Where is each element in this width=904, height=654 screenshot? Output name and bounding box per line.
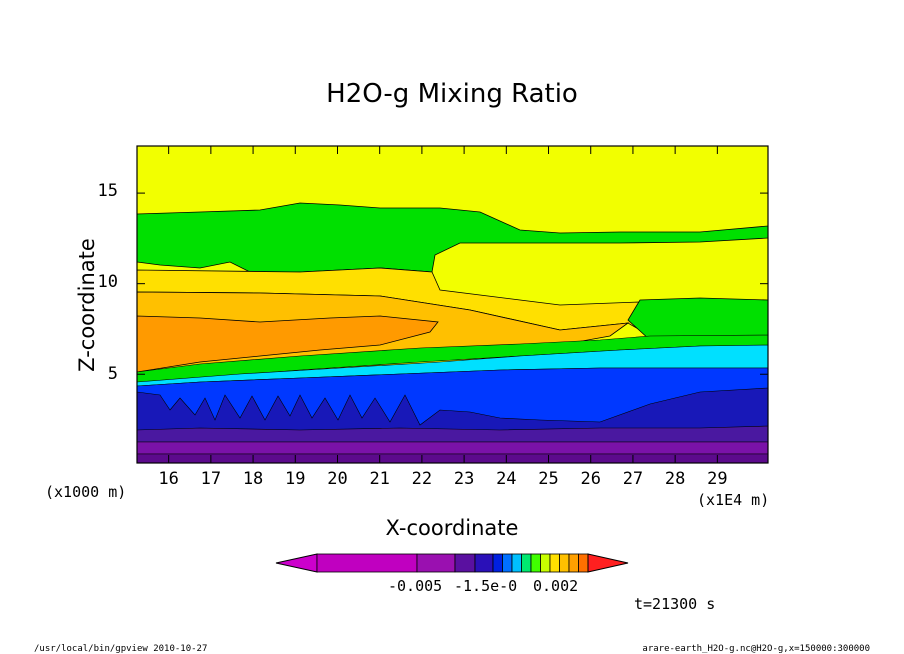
footer-left: /usr/local/bin/gpview 2010-10-27 [34,644,207,654]
x-tick-label-28: 28 [665,469,685,489]
band-orange-dark [137,315,439,373]
colorbar-swatch-10 [540,553,551,573]
band-green-upper [137,202,768,273]
x-unit-right: (x1E4 m) [697,491,769,509]
colorbar-swatch-6 [502,553,513,573]
x-tick-label-19: 19 [285,469,305,489]
colorbar-swatch-14 [578,553,589,573]
y-tick-label-5: 5 [108,364,118,384]
x-tick-label-22: 22 [412,469,432,489]
contour-field [137,146,768,463]
colorbar-right-triangle [587,553,629,573]
y-tick-label-15: 15 [98,181,118,201]
x-tick-label-16: 16 [158,469,178,489]
x-tick-label-17: 17 [201,469,221,489]
y-axis-title: Z-coordinate [75,238,99,372]
colorbar [275,553,629,573]
colorbar-swatch-8 [521,553,532,573]
colorbar-label-3: 0.002 [533,577,578,595]
x-unit-left: (x1000 m) [45,483,126,501]
time-label: t=21300 s [634,595,715,613]
x-tick-label-27: 27 [623,469,643,489]
x-tick-label-20: 20 [327,469,347,489]
colorbar-swatch-5 [492,553,503,573]
colorbar-swatch-11 [549,553,560,573]
x-tick-label-26: 26 [580,469,600,489]
x-tick-label-21: 21 [369,469,389,489]
x-axis-title: X-coordinate [386,516,519,540]
colorbar-label-1: -0.005 [388,577,442,595]
chart-title: H2O-g Mixing Ratio [326,79,578,109]
colorbar-label-2: -1.5e-0 [454,577,517,595]
y-tick-label-10: 10 [98,272,118,292]
x-tick-label-29: 29 [707,469,727,489]
band-navy [137,387,768,433]
x-axis: 16 17 18 19 20 21 22 23 24 25 26 27 28 29 [158,146,728,489]
band-purple-bottom [137,453,768,463]
plot-frame [136,145,769,464]
colorbar-swatch-12 [559,553,570,573]
colorbar-left-triangle [275,553,318,573]
colorbar-swatch-4 [474,553,494,573]
footer-right: arare-earth_H2O-g.nc@H2O-g,x=150000:3000… [642,644,870,654]
y-axis [137,192,768,375]
colorbar-swatch-3 [454,553,476,573]
x-tick-label-23: 23 [454,469,474,489]
colorbar-swatch-7 [511,553,522,573]
colorbar-swatch-1 [316,553,418,573]
x-tick-label-24: 24 [496,469,516,489]
x-tick-label-25: 25 [538,469,558,489]
colorbar-swatch-13 [568,553,579,573]
x-tick-label-18: 18 [243,469,263,489]
colorbar-swatch-2 [416,553,456,573]
band-violet [137,441,768,455]
colorbar-swatch-9 [530,553,541,573]
